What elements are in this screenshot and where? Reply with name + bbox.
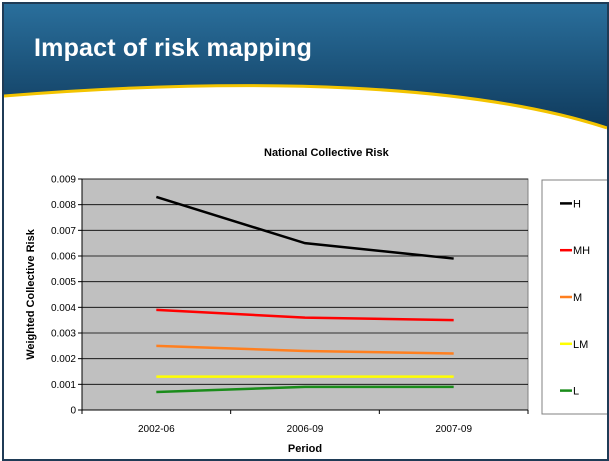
y-tick-label: 0.005 [51, 277, 76, 288]
legend-label-lm: LM [573, 339, 588, 351]
y-tick-label: 0.004 [51, 303, 76, 314]
y-tick-label: 0.009 [51, 175, 76, 186]
plot-area [81, 178, 529, 411]
x-tick-label: 2007-09 [435, 424, 472, 435]
y-tick-label: 0.006 [51, 252, 76, 263]
slide-title: Impact of risk mapping [34, 34, 313, 62]
legend-box [541, 179, 607, 415]
x-axis-label: Period [288, 443, 322, 455]
legend-label-mh: MH [573, 245, 590, 257]
y-tick-label: 0.002 [51, 354, 76, 365]
legend-label-h: H [573, 198, 581, 210]
y-tick-label: 0.003 [51, 329, 76, 340]
x-tick-label: 2002-06 [138, 424, 175, 435]
chart-title: National Collective Risk [264, 147, 389, 159]
y-tick-label: 0 [70, 406, 76, 417]
header-band [4, 4, 607, 133]
legend-label-l: L [573, 386, 579, 398]
line-chart: 0 0.001 0.002 0.003 0.004 0.005 0.006 0.007 0.00… [25, 175, 607, 455]
y-tick-label: 0.001 [51, 380, 76, 391]
y-tick-label: 0.008 [51, 200, 76, 211]
x-tick-label: 2006-09 [287, 424, 324, 435]
legend-label-m: M [573, 292, 582, 304]
y-tick-label: 0.007 [51, 226, 76, 237]
y-axis-label: Weighted Collective Risk [25, 228, 37, 359]
